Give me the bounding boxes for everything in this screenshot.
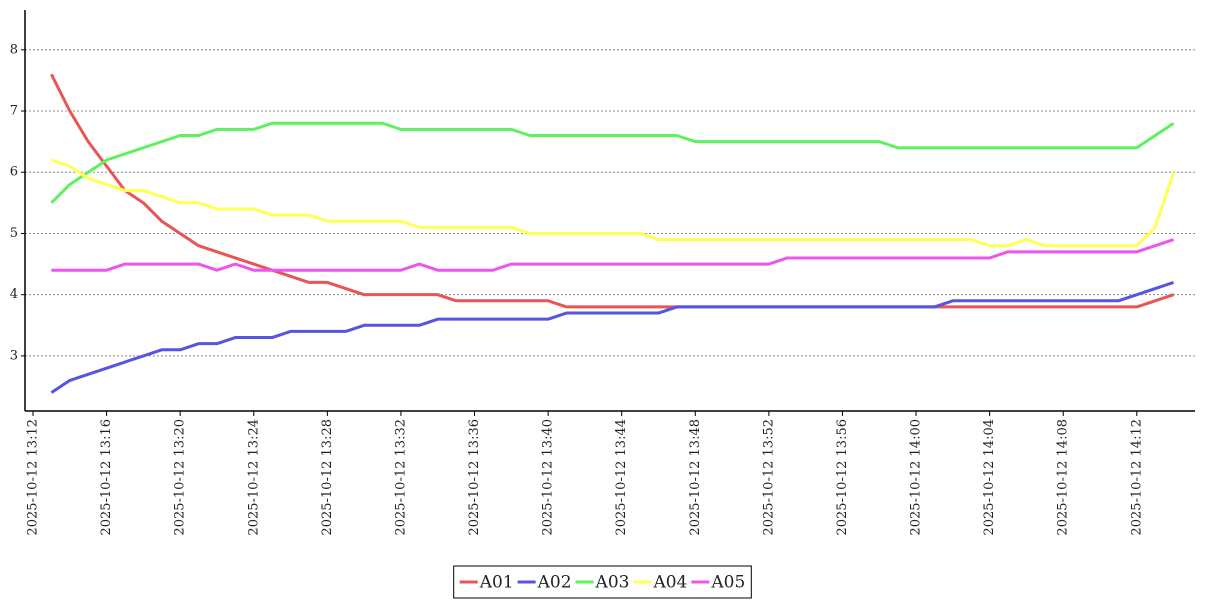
x-tick-label: 2025-10-12 13:24 — [246, 419, 261, 536]
x-tick-label: 2025-10-12 13:40 — [541, 419, 556, 536]
y-tick-label: 4 — [10, 287, 18, 302]
series-line — [51, 238, 1175, 272]
series-line — [50, 281, 1175, 394]
legend-label: A01 — [479, 573, 514, 593]
x-tick-label: 2025-10-12 13:36 — [467, 419, 482, 536]
legend-label: A02 — [537, 573, 572, 593]
y-tick-label: 5 — [10, 226, 18, 241]
x-tick-label: 2025-10-12 13:48 — [688, 419, 703, 536]
y-tick-label: 8 — [10, 42, 18, 57]
y-tick-label: 6 — [10, 165, 18, 180]
legend-label: A03 — [595, 573, 630, 593]
x-tick-label: 2025-10-12 14:04 — [982, 419, 997, 536]
y-tick-label: 3 — [10, 348, 18, 363]
x-tick-label: 2025-10-12 13:12 — [26, 419, 41, 536]
legend: A01 A02 A03 A04 A05 — [453, 565, 752, 599]
x-tick-label: 2025-10-12 13:32 — [393, 419, 408, 536]
legend-label: A04 — [652, 573, 687, 593]
series-line — [50, 121, 1175, 204]
x-tick-label: 2025-10-12 13:52 — [761, 419, 776, 536]
x-tick-label: 2025-10-12 13:56 — [835, 419, 850, 536]
legend-label: A05 — [710, 573, 745, 593]
series-line — [50, 158, 1176, 248]
x-tick-label: 2025-10-12 13:28 — [320, 419, 335, 536]
x-tick-label: 2025-10-12 14:12 — [1129, 419, 1144, 536]
x-tick-label: 2025-10-12 13:16 — [99, 419, 114, 536]
series-line — [50, 73, 1175, 309]
x-tick-label: 2025-10-12 13:44 — [614, 419, 629, 536]
x-tick-label: 2025-10-12 14:00 — [909, 419, 924, 536]
x-tick-label: 2025-10-12 14:08 — [1056, 419, 1071, 536]
y-tick-label: 7 — [10, 104, 18, 119]
x-tick-label: 2025-10-12 13:20 — [173, 419, 188, 536]
